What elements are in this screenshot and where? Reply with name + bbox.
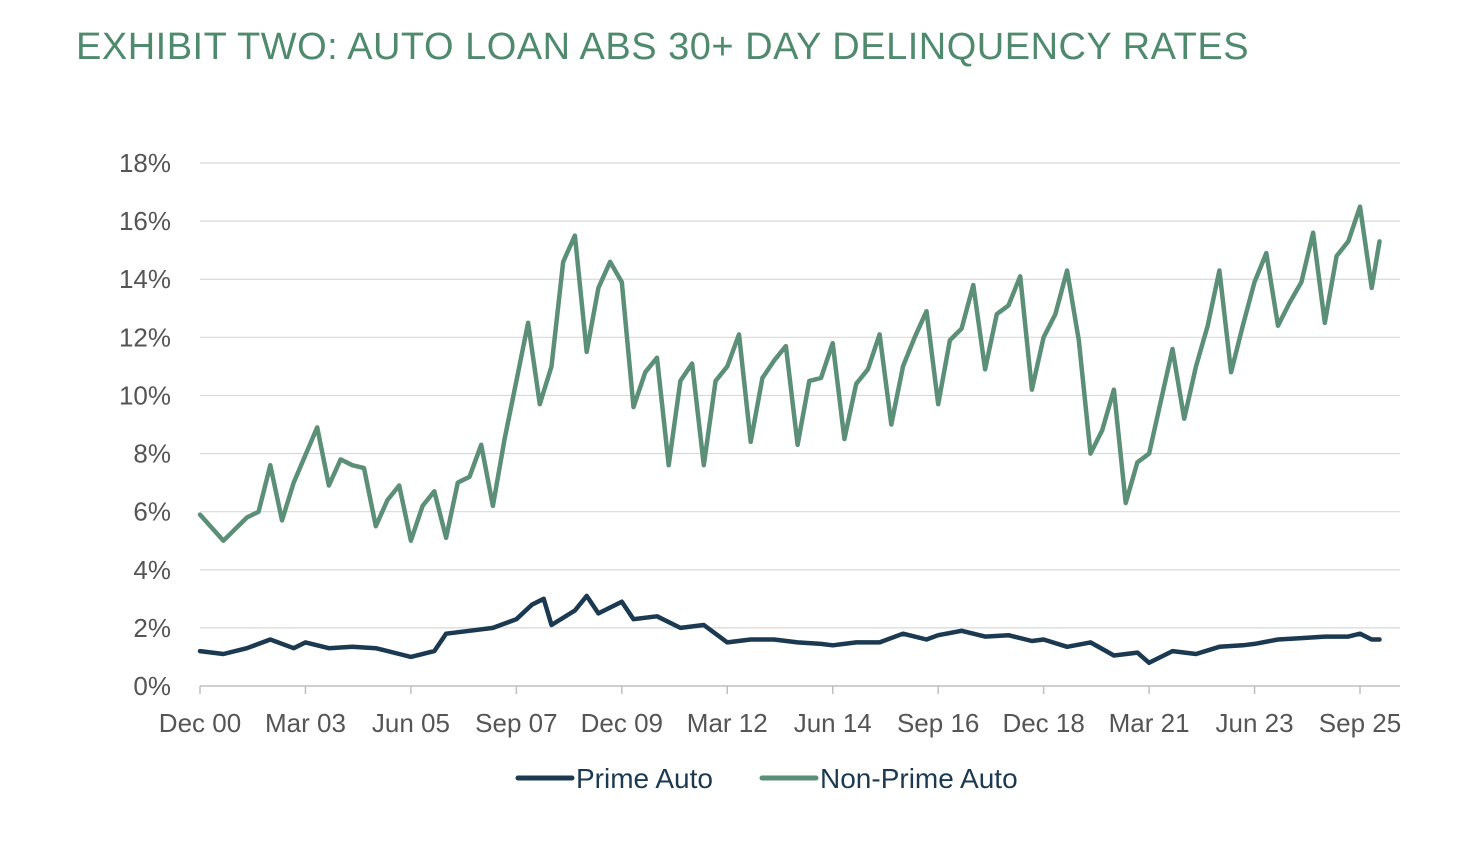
legend-item-prime-auto: Prime Auto	[515, 763, 713, 794]
gridlines	[200, 162, 1400, 629]
y-tick-label: 16%	[119, 206, 171, 236]
y-tick-label: 0%	[133, 671, 171, 701]
legend-label: Prime Auto	[576, 763, 713, 794]
y-tick-label: 18%	[119, 148, 171, 178]
y-tick-label: 4%	[133, 555, 171, 585]
legend-label: Non-Prime Auto	[820, 763, 1018, 794]
x-tick-label: Sep 16	[897, 708, 979, 738]
x-tick-label: Dec 09	[581, 708, 663, 738]
x-tick-label: Jun 05	[372, 708, 450, 738]
chart-title: EXHIBIT TWO: AUTO LOAN ABS 30+ DAY DELIN…	[76, 26, 1250, 68]
y-tick-label: 10%	[119, 380, 171, 410]
axes	[199, 685, 1400, 694]
y-tick-label: 6%	[133, 497, 171, 527]
x-tick-label: Dec 18	[1002, 708, 1084, 738]
x-tick-label: Mar 03	[265, 708, 346, 738]
y-tick-label: 14%	[119, 264, 171, 294]
series-line-prime-auto	[197, 593, 1382, 666]
y-tick-labels: 0% 2% 4% 6% 8% 10% 12% 14% 16% 18%	[119, 148, 171, 701]
x-tick-label: Dec 00	[159, 708, 241, 738]
legend-item-non-prime-auto: Non-Prime Auto	[759, 763, 1018, 794]
x-tick-label: Mar 21	[1109, 708, 1190, 738]
x-tick-labels: Dec 00 Mar 03 Jun 05 Sep 07 Dec 09 Mar 12 Jun …	[159, 708, 1401, 738]
y-tick-label: 8%	[133, 439, 171, 469]
legend: Prime Auto Non-Prime Auto	[515, 763, 1018, 794]
x-tick-label: Sep 07	[475, 708, 557, 738]
x-tick-label: Jun 14	[794, 708, 872, 738]
y-tick-label: 2%	[133, 613, 171, 643]
x-tick-label: Sep 25	[1319, 708, 1401, 738]
x-tick-label: Mar 12	[687, 708, 768, 738]
x-tick-label: Jun 23	[1216, 708, 1294, 738]
series-line-non-prime-auto	[197, 204, 1382, 543]
y-tick-label: 12%	[119, 322, 171, 352]
series-lines	[197, 204, 1382, 666]
